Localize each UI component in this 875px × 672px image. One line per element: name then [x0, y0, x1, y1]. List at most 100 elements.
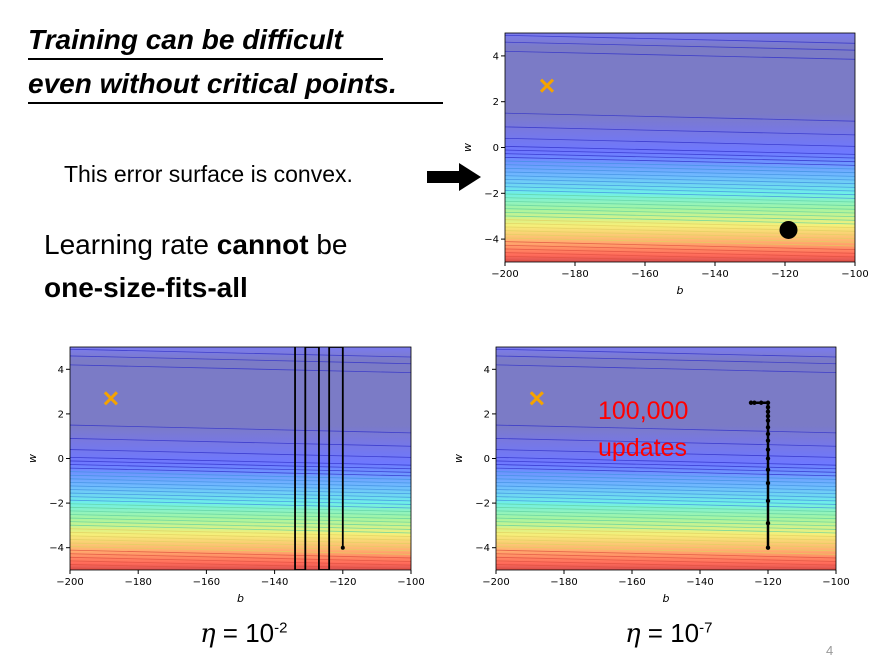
x-tick-label: −120 [771, 269, 798, 280]
contour-line [505, 50, 855, 60]
contour-line [496, 531, 836, 541]
contour-line [496, 467, 836, 477]
contour-line [70, 506, 411, 516]
x-tick-label: −140 [261, 577, 288, 588]
contour-line [70, 542, 411, 552]
gradient-descent-path [748, 400, 771, 550]
contour-line [496, 553, 836, 562]
x-tick-label: −140 [686, 577, 713, 588]
contour-line [70, 456, 411, 466]
contour-line [496, 564, 757, 570]
contour-line [505, 178, 855, 188]
x-tick-label: −120 [754, 577, 781, 588]
x-tick-label: −100 [841, 269, 868, 280]
annotation-updates-count: 100,000 [598, 397, 689, 425]
path-point [765, 400, 771, 405]
plot-top: −200 −180 −160 −140 −120 −100 −4 −2 0 2 4 b w [461, 32, 869, 297]
contour-line [505, 259, 613, 262]
contour-line [70, 514, 411, 523]
x-tick-label: −180 [550, 577, 577, 588]
contour-line [70, 499, 411, 509]
contour-line [505, 248, 855, 258]
path-point [765, 456, 771, 461]
x-tick-label: −160 [631, 269, 658, 280]
contour-line [70, 471, 411, 480]
cross-stroke [103, 391, 118, 406]
contour-line [70, 560, 411, 570]
path-point [765, 409, 771, 414]
contour-line [70, 531, 411, 541]
target-cross-icon [529, 391, 544, 406]
y-tick-label: 2 [493, 97, 499, 108]
contour-line [496, 503, 836, 512]
contour-line [70, 549, 411, 559]
contour-line [496, 510, 836, 520]
contour-line [70, 489, 411, 498]
y-axis-label: w [461, 143, 474, 152]
y-tick-label: −4 [475, 543, 490, 554]
contour-line [496, 560, 836, 570]
contour-line [496, 575, 836, 583]
learning-rate-line2: one-size-fits-all [44, 272, 248, 303]
path-point [765, 447, 771, 452]
contour-line [496, 549, 836, 559]
convex-arrow-icon [427, 163, 481, 191]
target-cross-icon [539, 78, 555, 93]
page-number: 4 [826, 643, 834, 658]
learning-rate-line1: Learning rate cannot be [44, 229, 348, 261]
contour-line [496, 506, 836, 516]
eta-symbol: η [200, 619, 216, 649]
x-tick-label: −160 [193, 577, 220, 588]
eta-right-label: η = 10-7 [625, 618, 712, 649]
x-tick-label: −100 [822, 577, 849, 588]
contour-line [505, 267, 855, 275]
lr-bold: cannot [216, 229, 309, 260]
contour-line [505, 200, 855, 210]
contour-line [70, 553, 411, 562]
contour-line [496, 535, 836, 545]
x-tick-label: −100 [397, 577, 424, 588]
contour-line [496, 481, 836, 491]
eta-eq: = 10 [640, 618, 700, 648]
eta-left-label: η = 10-2 [200, 618, 287, 649]
x-tick-label: −120 [329, 577, 356, 588]
x-tick-label: −200 [491, 269, 518, 280]
plot-left: −200 −180 −160 −140 −120 −100 −4 −2 0 2 4 b w [26, 346, 425, 605]
contour-line [505, 211, 855, 221]
contour-lines [70, 348, 411, 580]
contour-line [70, 521, 411, 530]
path-point [759, 400, 764, 405]
y-tick-label: 4 [484, 365, 490, 376]
contour-line [496, 471, 836, 480]
y-axis-label: w [26, 454, 39, 463]
contour-line [70, 438, 411, 447]
contour-line [505, 252, 855, 262]
contour-line [70, 492, 411, 502]
contour-line [505, 255, 773, 262]
contour-line [505, 189, 855, 199]
contour-line [496, 438, 836, 447]
contour-line [505, 175, 855, 185]
contour-line [505, 126, 855, 136]
path-point [765, 467, 771, 472]
cross-stroke [539, 78, 555, 93]
path-point [765, 498, 771, 504]
contour-line [496, 474, 836, 484]
contour-line [496, 364, 836, 374]
contour-line [70, 355, 411, 365]
contour-line [70, 556, 411, 566]
contour-line [70, 364, 411, 374]
contour-line [70, 572, 411, 580]
contour-line [505, 186, 855, 196]
contour-line [505, 230, 855, 240]
contour-line [70, 510, 411, 520]
contour-line [70, 564, 332, 570]
path-point [765, 520, 771, 526]
contour-line [496, 485, 836, 495]
contour-line [505, 244, 855, 254]
contour-line [505, 208, 855, 218]
contour-lines [505, 34, 855, 275]
contour-line [70, 485, 411, 495]
eta-exp: -2 [274, 619, 288, 637]
